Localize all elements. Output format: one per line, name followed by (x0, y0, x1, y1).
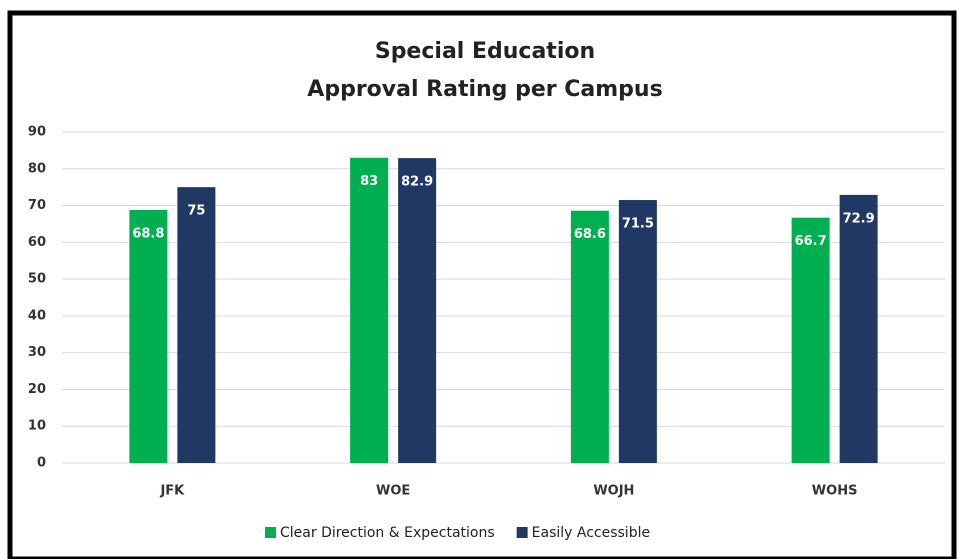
x-tick-label: WOE (376, 484, 410, 499)
chart-title: Special Education (375, 39, 595, 64)
y-tick-label: 20 (28, 382, 46, 397)
x-tick-label: WOJH (593, 484, 634, 499)
legend-label: Clear Direction & Expectations (280, 525, 495, 541)
y-tick-label: 10 (28, 419, 46, 434)
bar (839, 194, 878, 463)
bar (618, 200, 657, 464)
value-label: 68.6 (574, 227, 606, 242)
value-label: 68.8 (132, 226, 164, 241)
value-label: 72.9 (843, 211, 875, 226)
value-label: 71.5 (622, 217, 654, 232)
y-tick-label: 40 (28, 308, 46, 323)
y-tick-label: 90 (28, 125, 46, 140)
bar (791, 217, 830, 463)
bar (129, 209, 168, 463)
y-tick-label: 0 (37, 456, 46, 471)
value-label: 83 (360, 174, 378, 189)
y-tick-label: 50 (28, 272, 46, 287)
y-tick-label: 70 (28, 198, 46, 213)
y-tick-label: 30 (28, 345, 46, 360)
x-tick-label: WOHS (812, 484, 858, 499)
legend-label: Easily Accessible (532, 525, 650, 541)
legend-swatch (265, 527, 276, 538)
bar (570, 210, 609, 463)
legend-swatch (516, 527, 528, 538)
chart-title: Approval Rating per Campus (307, 77, 662, 102)
x-tick-label: JFK (159, 484, 185, 499)
value-label: 75 (187, 204, 205, 219)
bar (350, 157, 389, 463)
bar (177, 187, 216, 463)
value-label: 66.7 (795, 234, 827, 249)
value-label: 82.9 (401, 175, 433, 190)
y-tick-label: 80 (28, 161, 46, 176)
bar (398, 158, 437, 463)
y-tick-label: 60 (28, 235, 46, 250)
